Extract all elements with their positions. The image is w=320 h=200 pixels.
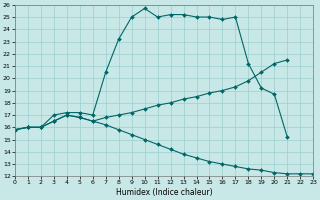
X-axis label: Humidex (Indice chaleur): Humidex (Indice chaleur) bbox=[116, 188, 212, 197]
